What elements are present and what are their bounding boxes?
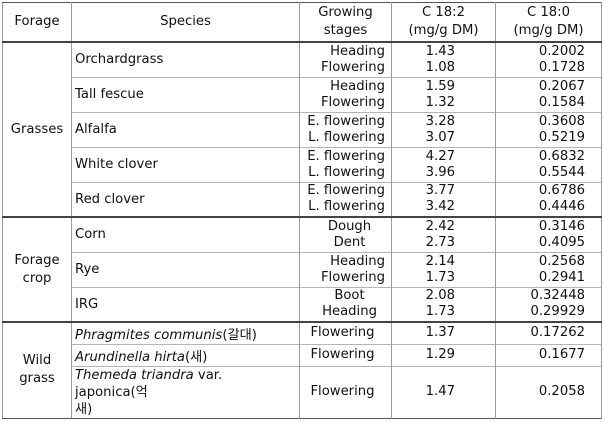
species-cell: Corn [71,217,300,252]
table-row: Red clover E. flowering L. flowering 3.77… [2,182,602,218]
stages-cell: Flowering [299,344,392,366]
table-row: Themeda triandra var. japonica(억 새) Flowe… [2,366,602,418]
c18-0-cell: 0.32448 0.29929 [495,287,602,323]
table-row: Wild grass Phragmites communis(갈대) Flower… [2,322,602,419]
c18-2-cell: 3.77 3.42 [391,182,496,218]
species-cell: IRG [71,287,300,323]
header-c18-2: C 18:2 (mg/g DM) [391,2,496,43]
table-row: Arundinella hirta(새) Flowering 1.29 0.16… [2,344,602,366]
species-cell: White clover [71,147,300,182]
c18-2-cell: 1.29 [391,344,496,366]
header-forage: Forage [2,2,72,43]
header-species: Species [71,2,300,43]
c18-0-cell: 0.6786 0.4446 [495,182,602,218]
table-row: White clover E. flowering L. flowering 4.… [2,147,602,182]
c18-0-cell: 0.2002 0.1728 [495,42,602,77]
table-row: Alfalfa E. flowering L. flowering 3.28 3.0… [2,112,602,147]
species-cell: Tall fescue [71,77,300,112]
c18-0-cell: 0.1677 [495,344,602,366]
forage-group-wild-grass: Wild grass [2,322,72,419]
c18-2-cell: 1.43 1.08 [391,42,496,77]
species-cell: Red clover [71,182,300,218]
c18-2-cell: 1.37 [391,322,496,344]
stages-cell: E. flowering L. flowering [299,147,392,182]
stages-cell: Flowering [299,322,392,344]
stages-cell: Flowering [299,366,392,418]
c18-0-cell: 0.6832 0.5544 [495,147,602,182]
species-cell: Alfalfa [71,112,300,147]
c18-2-cell: 1.59 1.32 [391,77,496,112]
stages-cell: Heading Flowering [299,77,392,112]
forage-group-forage-crop: Forage crop [2,217,72,323]
stages-cell: Boot Heading [299,287,392,323]
stages-cell: E. flowering L. flowering [299,112,392,147]
c18-0-cell: 0.3146 0.4095 [495,217,602,252]
species-cell: Rye [71,252,300,287]
c18-0-cell: 0.17262 [495,322,602,344]
stages-cell: E. flowering L. flowering [299,182,392,218]
table-row: Grasses Orchardgrass Heading Flowering 1.… [2,42,602,218]
c18-0-cell: 0.2058 [495,366,602,418]
c18-0-cell: 0.2067 0.1584 [495,77,602,112]
header-row: Forage Species Growing stages C 18:2 (mg/g… [2,2,602,43]
stages-cell: Heading Flowering [299,252,392,287]
table-row: IRG Boot Heading 2.08 1.73 0.32448 0.29929 [2,287,602,323]
header-c18-0: C 18:0 (mg/g DM) [495,2,602,43]
species-cell: Orchardgrass [71,42,300,77]
forage-group-grasses: Grasses [2,42,72,218]
c18-2-cell: 1.47 [391,366,496,418]
species-cell: Themeda triandra var. japonica(억 새) [71,366,300,418]
c18-2-cell: 3.28 3.07 [391,112,496,147]
header-growing-stages: Growing stages [299,2,392,43]
c18-0-cell: 0.2568 0.2941 [495,252,602,287]
table-row: Rye Heading Flowering 2.14 1.73 0.2568 0.29… [2,252,602,287]
table-row: Forage crop Corn Dough Dent 2.42 2.73 0.314… [2,217,602,323]
stages-cell: Heading Flowering [299,42,392,77]
species-cell: Phragmites communis(갈대) [71,322,300,344]
c18-0-cell: 0.3608 0.5219 [495,112,602,147]
c18-2-cell: 2.14 1.73 [391,252,496,287]
stages-cell: Dough Dent [299,217,392,252]
c18-2-cell: 2.08 1.73 [391,287,496,323]
c18-2-cell: 4.27 3.96 [391,147,496,182]
table-row: Tall fescue Heading Flowering 1.59 1.32 0.… [2,77,602,112]
species-cell: Arundinella hirta(새) [71,344,300,366]
c18-2-cell: 2.42 2.73 [391,217,496,252]
